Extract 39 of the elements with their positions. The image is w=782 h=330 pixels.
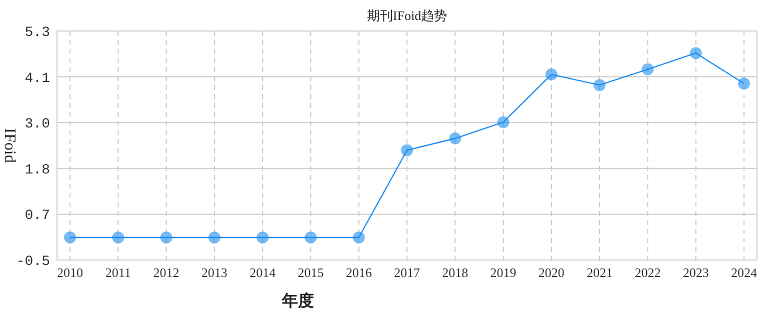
x-tick-label: 2023 bbox=[682, 265, 709, 280]
y-tick-label: 5.3 bbox=[24, 25, 50, 41]
x-tick-label: 2016 bbox=[346, 265, 372, 280]
x-tick-label: 2010 bbox=[57, 265, 83, 280]
x-axis-title: 年度 bbox=[281, 291, 314, 310]
y-tick-label: 4.1 bbox=[24, 70, 50, 87]
x-tick-label: 2014 bbox=[250, 265, 276, 280]
point bbox=[304, 231, 317, 244]
y-tick-label: 3.0 bbox=[24, 116, 50, 133]
point bbox=[352, 231, 365, 244]
point bbox=[112, 231, 124, 244]
y-tick-label: 1.8 bbox=[24, 162, 50, 178]
point bbox=[160, 231, 172, 244]
point bbox=[256, 231, 269, 244]
x-tick-label: 2019 bbox=[490, 265, 516, 280]
x-tick-label: 2022 bbox=[634, 265, 661, 280]
point bbox=[545, 68, 558, 80]
x-tick-label: 2012 bbox=[153, 265, 180, 280]
point bbox=[497, 116, 510, 128]
x-tick-label: 2018 bbox=[442, 265, 468, 280]
point bbox=[401, 144, 413, 156]
point bbox=[208, 231, 220, 244]
y-axis-title: IFoid bbox=[1, 128, 18, 163]
x-tick-label: 2011 bbox=[105, 265, 131, 280]
point bbox=[642, 63, 654, 76]
x-tick-label: 2024 bbox=[731, 265, 758, 280]
y-tick-label: 0.7 bbox=[24, 208, 50, 224]
chart-title: 期刊IFoid趋势 bbox=[366, 8, 448, 23]
point bbox=[64, 231, 76, 244]
x-tick-label: 2021 bbox=[586, 265, 613, 280]
point bbox=[594, 79, 606, 92]
x-tick-label: 2020 bbox=[538, 265, 564, 280]
x-tick-label: 2017 bbox=[394, 265, 420, 280]
point bbox=[738, 78, 750, 90]
x-tick-label: 2013 bbox=[201, 265, 228, 280]
y-tick-label: -0.5 bbox=[16, 254, 50, 270]
point bbox=[690, 47, 702, 60]
x-tick-label: 2015 bbox=[298, 265, 324, 280]
point bbox=[449, 132, 462, 144]
